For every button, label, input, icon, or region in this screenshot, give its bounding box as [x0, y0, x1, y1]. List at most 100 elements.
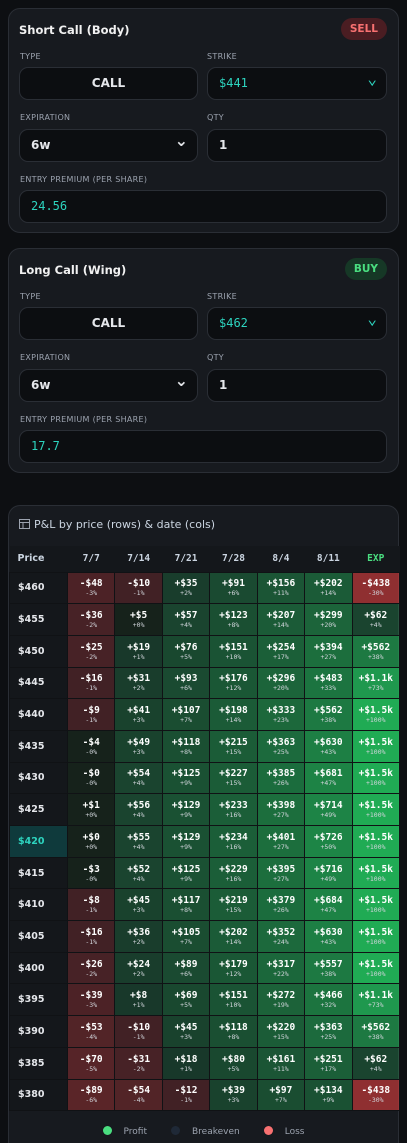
pnl-cell: -$89 -6%: [66, 1078, 116, 1112]
pnl-percent: +4%: [132, 811, 145, 820]
pnl-cell: +$39 +3%: [209, 1078, 258, 1112]
pnl-cell: +$466 +32%: [304, 983, 353, 1017]
field-input[interactable]: $441 ⌄: [207, 67, 387, 100]
pnl-percent: +100%: [365, 937, 386, 946]
field-input[interactable]: 6w ⌄: [19, 129, 198, 162]
pnl-value: +$233: [219, 800, 248, 812]
pnl-value: +$54: [127, 768, 151, 780]
field-input[interactable]: CALL: [19, 67, 198, 100]
legend-dot: [102, 1126, 112, 1135]
pnl-value: +$151: [219, 990, 248, 1002]
field-input[interactable]: CALL: [19, 307, 198, 340]
pnl-value: +$39: [222, 1085, 245, 1097]
pnl-value: +$41: [127, 705, 151, 717]
pnl-value: +$1.5k: [358, 863, 393, 875]
field-input[interactable]: 24.56: [19, 190, 387, 223]
pnl-cell: -$26 -2%: [66, 951, 116, 985]
pnl-value: +$57: [174, 610, 198, 622]
pnl-percent: +7%: [275, 1096, 287, 1105]
legend-dot: [263, 1126, 273, 1135]
pnl-cell: +$385 +26%: [256, 761, 306, 795]
pnl-cell: +$1.5k +100%: [351, 825, 401, 858]
field-input[interactable]: 6w ⌄: [19, 369, 198, 402]
pnl-cell: +$363 +25%: [256, 729, 306, 763]
pnl-percent: -1%: [132, 589, 145, 598]
pnl-value: +$684: [314, 895, 343, 907]
leg-card: Short Call (Body) SELL TYPE CALL STRIKE $441 ⌄…: [8, 8, 399, 233]
table-icon: [19, 519, 30, 529]
pnl-row: $420 +$0 +0% +$55 +4% +$129 +9% +$234 +16% +$401 +…: [9, 825, 401, 858]
pnl-cell: +$220 +15%: [256, 1015, 306, 1048]
pnl-cell: +$0 +0%: [66, 825, 116, 858]
pnl-value: +$117: [171, 895, 201, 907]
pnl-cell: +$714 +49%: [304, 793, 353, 826]
pnl-value: +$352: [266, 926, 296, 938]
field-input[interactable]: 1: [207, 369, 387, 402]
pnl-cell: +$45 +3%: [114, 888, 163, 922]
pnl-value: -$70: [79, 1053, 103, 1065]
pnl-percent: -0%: [85, 779, 98, 788]
pnl-percent: +73%: [367, 684, 384, 693]
pnl-value: +$215: [219, 736, 248, 748]
pnl-cell: -$4 -0%: [66, 729, 116, 763]
pnl-value: +$24: [127, 958, 151, 970]
pnl-cell: +$62 +4%: [351, 603, 401, 636]
pnl-percent: +9%: [180, 811, 192, 820]
field-input[interactable]: $462 ⌄: [207, 307, 387, 340]
pnl-row: $400 -$26 -2% +$24 +2% +$89 +6% +$179 +12% +$317 +…: [9, 951, 401, 985]
pnl-value: +$251: [314, 1053, 343, 1065]
pnl-value: +$299: [314, 610, 343, 622]
pnl-value: +$220: [266, 1021, 296, 1033]
pnl-value: +$35: [174, 578, 198, 590]
field-input[interactable]: 1: [207, 129, 387, 162]
pnl-percent: +15%: [225, 906, 242, 915]
pnl-cell: +$35 +2%: [161, 571, 211, 605]
pnl-value: +$1: [82, 800, 100, 812]
pnl-value: -$53: [79, 1021, 103, 1033]
field-value: CALL: [91, 76, 126, 90]
pnl-percent: +43%: [320, 937, 337, 946]
field-label: TYPE: [20, 292, 41, 301]
pnl-value: -$438: [361, 1085, 391, 1097]
pnl-value: -$36: [79, 610, 103, 622]
pnl-value: +$714: [314, 800, 343, 812]
pnl-percent: +5%: [180, 1001, 192, 1010]
pnl-percent: +26%: [273, 906, 289, 915]
pnl-percent: +3%: [227, 1096, 240, 1105]
pnl-cell: +$352 +24%: [256, 920, 306, 953]
price-cell: $405: [9, 920, 68, 953]
pnl-value: +$562: [361, 1021, 391, 1033]
pnl-cell: +$151 +10%: [209, 983, 258, 1017]
pnl-cell: -$48 -3%: [66, 571, 116, 605]
pnl-percent: +0%: [85, 842, 98, 851]
pnl-cell: +$93 +6%: [161, 666, 211, 700]
pnl-cell: +$31 +2%: [114, 666, 163, 700]
field-input[interactable]: 17.7: [19, 430, 387, 463]
pnl-cell: +$69 +5%: [161, 983, 211, 1017]
pnl-percent: +26%: [273, 779, 289, 788]
pnl-cell: +$1.5k +100%: [351, 729, 401, 763]
pnl-cell: +$401 +27%: [256, 825, 306, 858]
field-value: CALL: [91, 316, 126, 330]
pnl-cell: -$39 -3%: [66, 983, 116, 1017]
pnl-value: +$118: [219, 1021, 248, 1033]
pnl-percent: +33%: [320, 684, 337, 693]
pnl-cell: +$1.5k +100%: [351, 920, 401, 953]
pnl-value: +$681: [314, 768, 343, 780]
pnl-percent: +100%: [365, 716, 386, 725]
pnl-cell: +$1.5k +100%: [351, 856, 401, 890]
pnl-value: +$1.1k: [358, 990, 393, 1002]
leg-card: Long Call (Wing) BUY TYPE CALL STRIKE $462 ⌄ EX…: [8, 248, 399, 473]
pnl-percent: -0%: [85, 747, 98, 756]
pnl-percent: +14%: [320, 589, 337, 598]
pnl-cell: +$379 +26%: [256, 888, 306, 922]
pnl-value: +$118: [171, 736, 201, 748]
field-label: STRIKE: [207, 292, 237, 301]
pnl-cell: +$41 +3%: [114, 698, 163, 731]
pnl-value: -$12: [174, 1085, 198, 1097]
pnl-cell: -$54 -4%: [114, 1078, 163, 1112]
pnl-value: -$9: [82, 705, 100, 717]
pnl-value: +$1.5k: [358, 895, 393, 907]
price-cell: $420: [9, 825, 68, 858]
pnl-value: +$557: [314, 958, 343, 970]
